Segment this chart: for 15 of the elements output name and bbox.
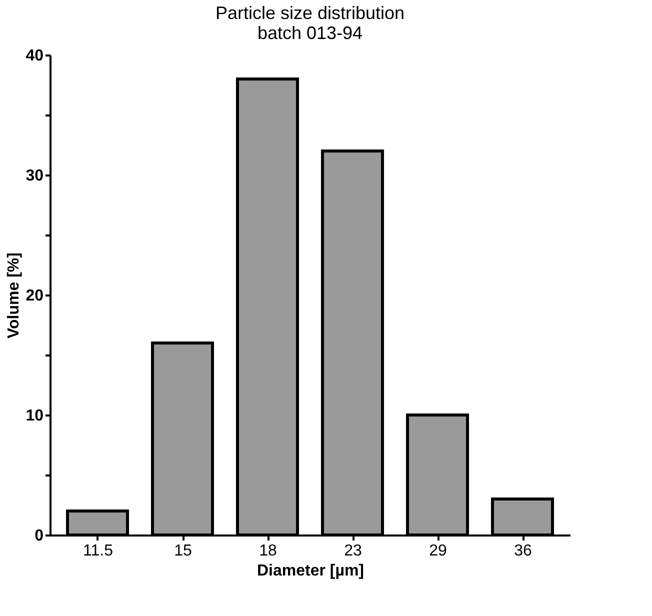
x-tick-label: 15 xyxy=(174,542,192,560)
y-axis-title: Volume [%] xyxy=(6,252,23,338)
x-axis-title: Diameter [µm] xyxy=(256,562,364,580)
x-tick-label: 36 xyxy=(514,542,532,560)
x-tick-label: 18 xyxy=(259,542,277,560)
x-tick-label: 11.5 xyxy=(83,542,114,560)
y-tick-label: 40 xyxy=(26,48,44,64)
x-tick-label: 29 xyxy=(429,542,447,560)
y-tick-label: 30 xyxy=(26,168,44,184)
text: Particle size distribution xyxy=(215,3,405,23)
text: batch 013-94 xyxy=(257,23,363,43)
y-tick-label: 0 xyxy=(34,528,44,544)
x-tick-label: 23 xyxy=(344,542,362,560)
y-tick-label: 20 xyxy=(26,288,44,304)
y-tick-label: 10 xyxy=(26,408,44,424)
